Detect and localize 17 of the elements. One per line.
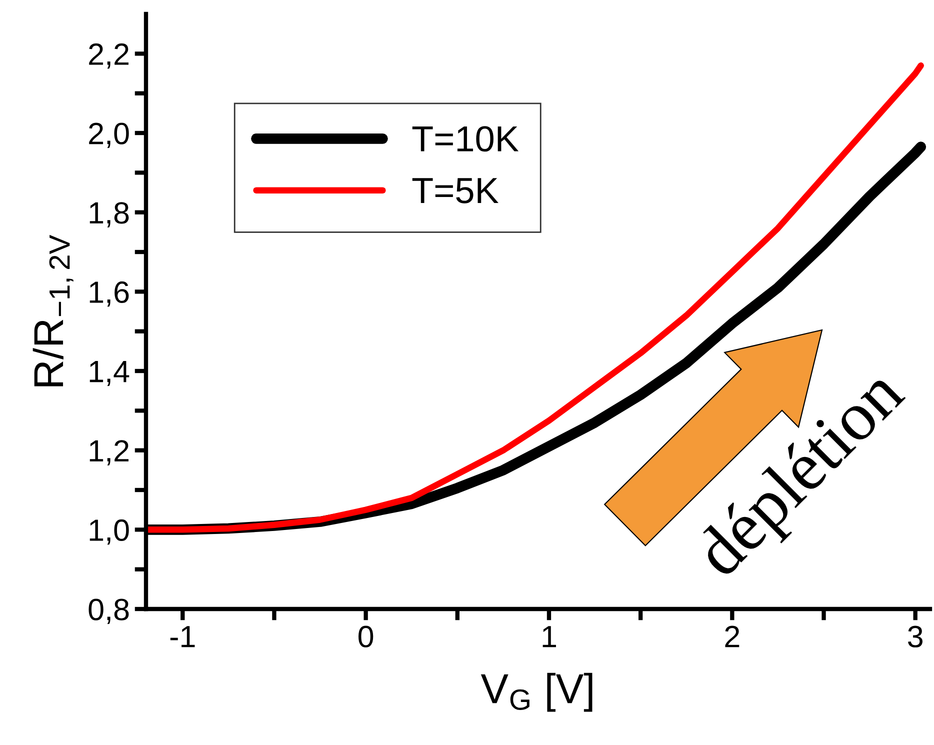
x-tick-label: 2 <box>725 626 740 648</box>
x-axis-title: V$_{G}$ [V] <box>480 672 592 712</box>
y-tick-label: 1,8 <box>90 202 129 228</box>
x-tick-label: 0 <box>358 626 374 648</box>
y-tick-label: 2,2 <box>89 43 128 69</box>
y-axis-title: R/R$_{−1,2V}$ <box>32 234 74 386</box>
x-tick-label: -1 <box>170 626 195 648</box>
y-tick-label: 0,8 <box>88 598 129 624</box>
x-tick-label: 1 <box>542 626 556 648</box>
x-tick-label: 3 <box>908 626 922 648</box>
legend-label: T=5K <box>412 178 498 204</box>
y-tick-label: 1,4 <box>90 361 130 386</box>
y-tick-label: 1,6 <box>90 281 129 307</box>
y-tick-label: 1,2 <box>90 440 128 466</box>
legend-label: T=10K <box>412 126 519 152</box>
y-tick-label: 1,0 <box>90 519 129 545</box>
y-tick-label: 2,0 <box>89 122 129 148</box>
